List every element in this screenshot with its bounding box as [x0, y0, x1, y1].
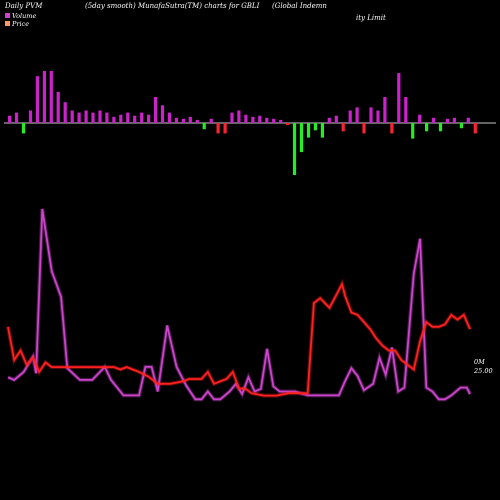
volume-bar — [459, 123, 463, 129]
volume-bar — [202, 123, 206, 130]
volume-bar — [98, 110, 102, 123]
volume-bar — [28, 110, 33, 123]
volume-bar — [119, 114, 123, 123]
volume-bar — [327, 117, 331, 123]
header-right-continued: ity Limit — [356, 14, 386, 22]
volume-bar — [390, 123, 394, 134]
volume-bar — [313, 123, 317, 131]
volume-bar — [411, 123, 415, 139]
volume-bar — [452, 117, 456, 123]
header-right: (Global Indemn — [272, 2, 327, 10]
volume-bar — [140, 112, 144, 123]
volume-bar — [154, 97, 158, 123]
volume-bar — [42, 71, 46, 123]
volume-bar — [188, 116, 192, 123]
volume-bar — [438, 123, 443, 132]
legend-volume-label: Volume — [12, 12, 36, 20]
volume-bar — [160, 105, 165, 123]
volume-bar — [237, 110, 241, 123]
volume-bar — [397, 73, 401, 123]
volume-bar — [334, 115, 338, 123]
volume-bar — [369, 107, 373, 123]
volume-bar — [174, 117, 178, 123]
volume-bar — [306, 123, 311, 138]
volume-bar — [230, 112, 234, 123]
volume-bar — [126, 112, 130, 123]
volume-bar — [244, 114, 248, 123]
legend-volume-swatch — [5, 13, 10, 18]
header-title: (5day smooth) MunafaSutra(TM) charts for… — [85, 2, 260, 10]
volume-bar — [445, 118, 450, 123]
volume-bar — [84, 110, 88, 123]
volume-bar — [223, 123, 227, 134]
volume-bar — [286, 123, 290, 126]
price-line — [7, 281, 471, 397]
volume-bar — [181, 118, 185, 123]
volume-bar — [404, 97, 408, 123]
volume-bar — [355, 107, 359, 123]
volume-bar — [70, 110, 74, 123]
volume-line — [7, 208, 471, 401]
price-last-label: 25.00 — [473, 367, 493, 375]
volume-bar — [272, 118, 276, 123]
volume-bar — [167, 112, 171, 123]
volume-bar — [195, 119, 199, 123]
volume-bars — [8, 71, 477, 175]
volume-bar — [431, 117, 436, 123]
volume-bar — [35, 76, 39, 123]
header-left: Daily PVM — [4, 2, 43, 10]
volume-bar — [21, 123, 26, 134]
legend-price-swatch — [5, 21, 10, 26]
volume-bar — [418, 114, 422, 123]
volume-bar — [299, 123, 304, 153]
volume-bar — [133, 115, 137, 123]
volume-bar — [105, 112, 109, 123]
volume-bar — [362, 123, 366, 134]
volume-bar — [56, 91, 60, 123]
volume-bar — [466, 117, 470, 123]
volume-bar — [49, 71, 53, 123]
volume-bar — [77, 112, 81, 123]
volume-bar — [258, 115, 262, 123]
volume-bar — [292, 123, 297, 175]
legend-price-label: Price — [11, 20, 29, 28]
volume-bar — [91, 112, 95, 123]
volume-bar — [8, 115, 12, 123]
volume-bar — [265, 117, 269, 123]
volume-bar — [279, 119, 283, 123]
volume-bar — [341, 123, 345, 132]
volume-bar — [209, 118, 213, 123]
volume-last-label: 0M — [474, 358, 485, 366]
volume-bar — [376, 110, 380, 123]
volume-bar — [216, 123, 220, 134]
volume-bar — [320, 123, 324, 138]
volume-bar — [473, 123, 477, 134]
volume-bar — [14, 112, 19, 123]
volume-line-glow — [7, 208, 472, 402]
volume-bar — [425, 123, 429, 132]
volume-bar — [112, 116, 116, 123]
volume-bar — [348, 110, 352, 123]
volume-bar — [251, 116, 255, 123]
volume-bar — [383, 97, 387, 123]
volume-bar — [147, 114, 151, 123]
volume-bar — [63, 102, 67, 123]
